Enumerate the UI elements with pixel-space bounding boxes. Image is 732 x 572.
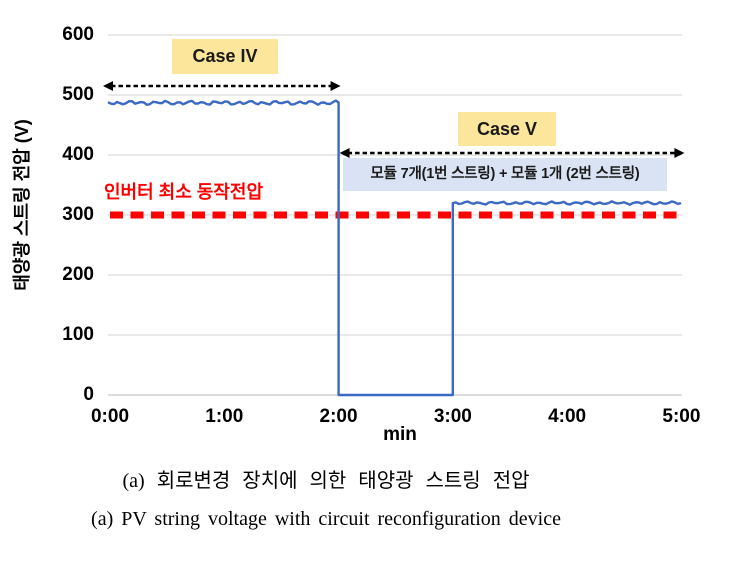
x-tick-label-3: 3:00 [433, 406, 472, 427]
pv-voltage-line [107, 99, 682, 397]
x-tick-label-1: 1:00 [205, 406, 244, 427]
case-iv-range-arrow-right-arrowhead [330, 81, 341, 91]
x-tick-label-0: 0:00 [90, 406, 130, 427]
caption-korean: (a) 회로변경 장치에 의한 태양광 스트링 전압 [122, 470, 530, 492]
y-tick-label-200: 200 [62, 264, 94, 285]
x-tick-label-2: 2:00 [319, 406, 358, 427]
y-axis-title: 태양광 스트링 전압 (V) [12, 119, 32, 291]
figure-captions: (a) 회로변경 장치에 의한 태양광 스트링 전압 (a) PV string… [0, 468, 652, 532]
caption-english: (a) PV string voltage with circuit recon… [91, 508, 561, 530]
plot-canvas [103, 34, 685, 397]
inverter-min-voltage-label: 인버터 최소 동작전압 [104, 182, 264, 202]
case-v-range-arrow-right-arrowhead [674, 148, 685, 158]
x-axis-title: min [383, 424, 417, 445]
y-tick-label-300: 300 [62, 204, 94, 225]
y-tick-label-600: 600 [62, 24, 94, 45]
y-tick-label-0: 0 [83, 384, 94, 405]
case-v-label: Case V [458, 112, 556, 146]
y-tick-label-400: 400 [62, 144, 94, 165]
case-iv-range-arrow-left-arrowhead [103, 81, 113, 91]
case-iv-label: Case IV [172, 39, 278, 74]
x-tick-label-4: 4:00 [548, 406, 587, 427]
y-tick-label-100: 100 [62, 324, 94, 345]
case-v-module-config-label: 모듈 7개(1번 스트링) + 모듈 1개 (2번 스트링) [343, 158, 667, 191]
x-tick-label-5: 5:00 [662, 406, 701, 427]
case-v-range-arrow-left-arrowhead [339, 148, 350, 158]
y-tick-label-500: 500 [62, 84, 94, 105]
pv-voltage-chart: 태양광 스트링 전압 (V) min Case IV Case V 모듈 7개(… [12, 24, 701, 445]
